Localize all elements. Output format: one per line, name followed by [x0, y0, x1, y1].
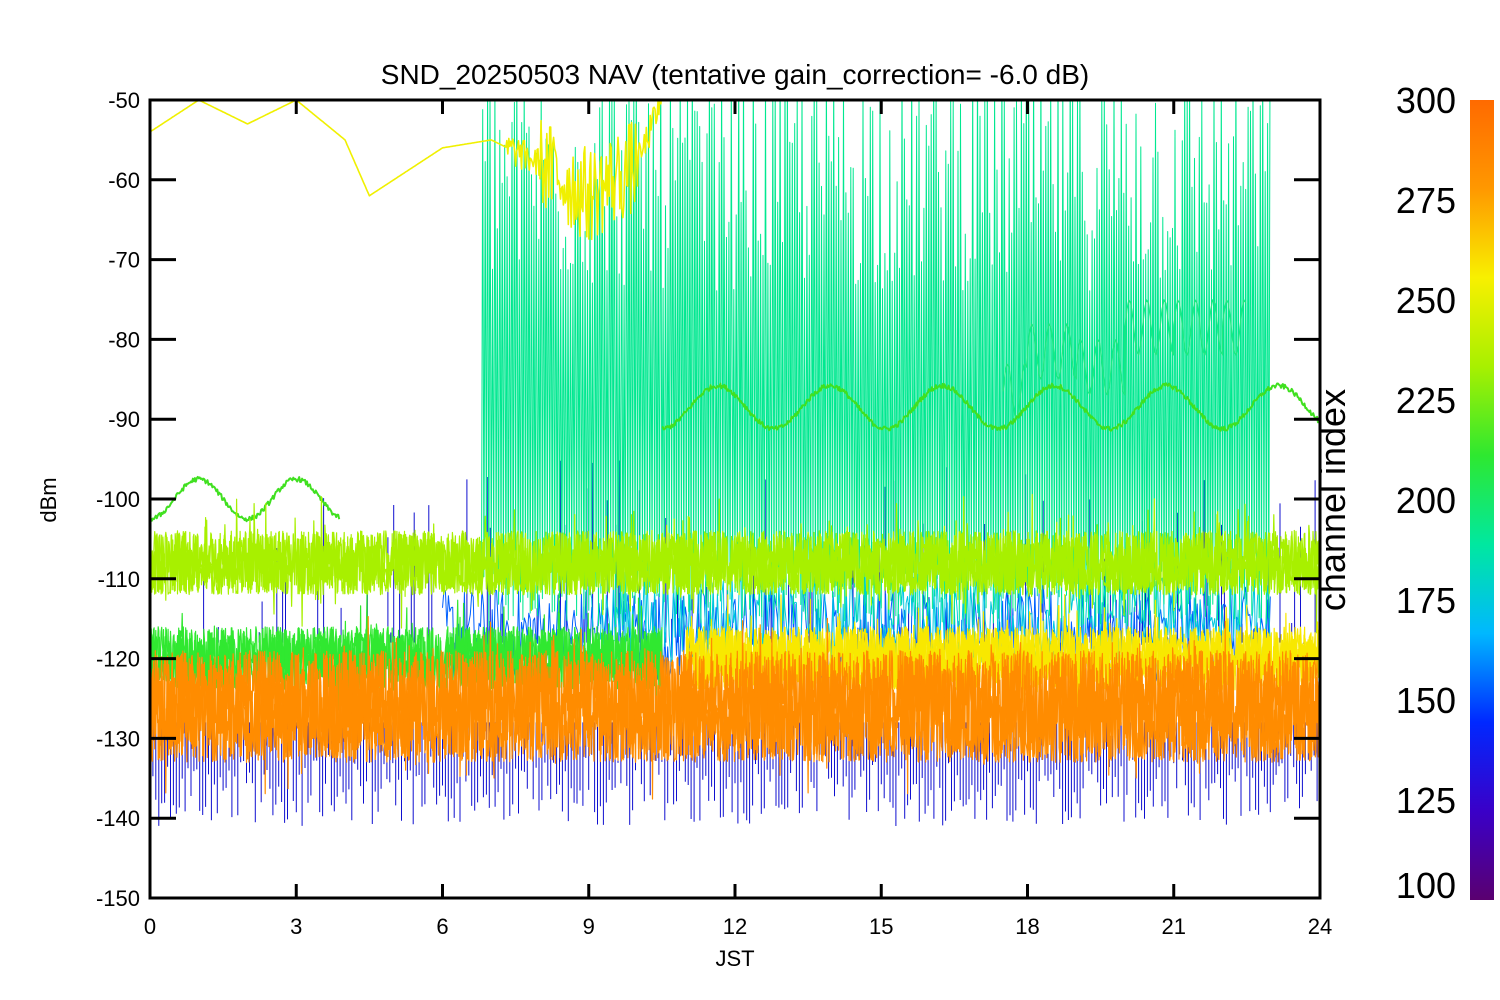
y-axis-label: dBm: [36, 477, 61, 522]
colorbar: [1470, 100, 1494, 900]
x-tick-label: 0: [144, 914, 156, 939]
y-tick-label: -110: [98, 567, 140, 592]
x-tick-label: 6: [436, 914, 448, 939]
x-tick-label: 9: [583, 914, 595, 939]
series-3-ch205: [481, 100, 1271, 627]
colorbar-tick-label: 125: [1396, 780, 1456, 821]
x-tick-label: 15: [869, 914, 893, 939]
colorbar-tick-label: 275: [1396, 180, 1456, 221]
x-tick-label: 12: [723, 914, 747, 939]
plot-area: [150, 100, 1320, 826]
x-tick-label: 21: [1162, 914, 1186, 939]
colorbar-tick-label: 150: [1396, 680, 1456, 721]
x-axis: 0 3 6 9 12 15 18 21 24: [144, 100, 1332, 939]
colorbar-tick-label: 250: [1396, 280, 1456, 321]
series-8-ch255: [150, 496, 1320, 629]
y-tick-label: -50: [108, 88, 140, 113]
colorbar-tick-label: 175: [1396, 580, 1456, 621]
x-tick-label: 3: [290, 914, 302, 939]
x-axis-label: JST: [715, 946, 754, 971]
colorbar-ticks: 300 275 250 225 200 175 150 125 100: [1396, 80, 1456, 906]
colorbar-tick-label: 200: [1396, 480, 1456, 521]
chart-title: SND_20250503 NAV (tentative gain_correct…: [381, 59, 1089, 90]
y-tick-label: -80: [108, 327, 140, 352]
y-tick-label: -60: [108, 168, 140, 193]
y-axis: -50 -60 -70 -80 -90 -100 -110 -120 -130 -140 -150: [96, 88, 1320, 911]
y-tick-label: -130: [96, 726, 140, 751]
x-tick-label: 24: [1308, 914, 1332, 939]
series-6-ch235: [661, 382, 1320, 432]
x-tick-label: 18: [1015, 914, 1039, 939]
y-tick-label: -70: [108, 248, 140, 273]
colorbar-tick-label: 300: [1396, 80, 1456, 121]
y-tick-label: -100: [96, 487, 140, 512]
y-tick-label: -90: [108, 407, 140, 432]
series-11-ch285: [150, 621, 1320, 795]
y-tick-label: -120: [96, 647, 140, 672]
colorbar-tick-label: 225: [1396, 380, 1456, 421]
y-tick-label: -150: [96, 886, 140, 911]
series-7-ch240: [150, 606, 663, 725]
colorbar-label: channel index: [1312, 389, 1353, 611]
series-4-ch205: [1002, 299, 1247, 420]
y-tick-label: -140: [96, 806, 140, 831]
series-10-ch270: [150, 100, 662, 241]
series-5-ch235: [150, 475, 341, 523]
colorbar-tick-label: 100: [1396, 865, 1456, 906]
